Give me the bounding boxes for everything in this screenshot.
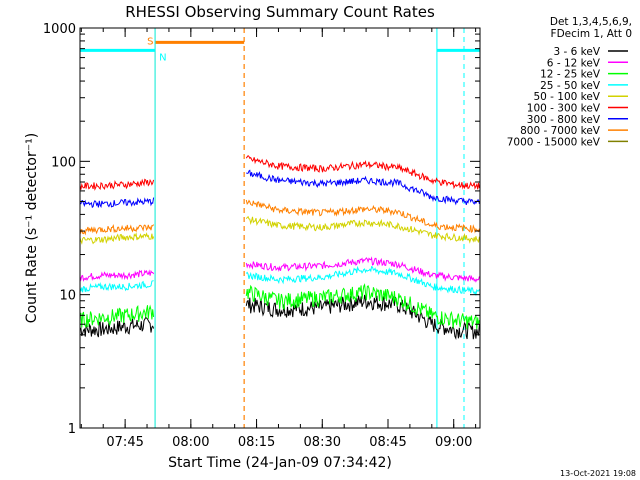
- state-marker: S: [147, 28, 245, 428]
- series-line: [79, 199, 480, 236]
- y-tick-label: 1: [68, 422, 76, 437]
- legend-header-line: FDecim 1, Att 0: [551, 28, 632, 40]
- series-line: [79, 256, 480, 283]
- x-tick-label: 07:45: [106, 435, 143, 450]
- chart-title: RHESSI Observing Summary Count Rates: [125, 3, 435, 21]
- series-trace: [245, 199, 480, 234]
- series-trace: [79, 232, 155, 245]
- series-trace: [79, 316, 155, 338]
- series-trace: [246, 169, 480, 206]
- legend-item-label: 25 - 50 keV: [540, 80, 601, 92]
- state-marker: [436, 28, 480, 428]
- state-marker-label: S: [147, 36, 153, 47]
- series-line: [80, 169, 480, 209]
- legend-item-label: 50 - 100 keV: [533, 91, 600, 103]
- x-axis-label: Start Time (24-Jan-09 07:34:42): [168, 455, 392, 471]
- series-trace: [245, 283, 480, 330]
- series-trace: [80, 197, 155, 209]
- legend-item-label: 12 - 25 keV: [540, 69, 601, 81]
- x-tick-label: 08:15: [238, 435, 275, 450]
- series-trace: [79, 178, 155, 191]
- legend-item-label: 6 - 12 keV: [547, 57, 601, 69]
- series-trace: [79, 223, 154, 236]
- y-axis-label: Count Rate (s⁻¹ detector⁻¹): [24, 133, 40, 323]
- series-trace: [245, 265, 480, 297]
- series-trace: [79, 269, 155, 282]
- legend: Det 1,3,4,5,6,9,FDecim 1, Att 0 3 - 6 keV…: [507, 16, 632, 148]
- series-trace: [79, 280, 154, 293]
- legend-item-label: 100 - 300 keV: [527, 103, 601, 115]
- series-line: [79, 154, 480, 191]
- plot-area: SN 1 10 100 1000 07:45 08:00 08:15 08:30 08:45 09:…: [43, 22, 481, 450]
- generation-timestamp: 13-Oct-2021 19:08: [560, 469, 636, 478]
- y-tick-label: 100: [51, 155, 76, 170]
- x-tick-label: 08:00: [172, 435, 209, 450]
- x-tick-label: 08:30: [304, 435, 341, 450]
- series-trace: [79, 304, 155, 328]
- series-trace: [245, 154, 480, 190]
- series-trace: [245, 256, 480, 283]
- y-tick-label: 1000: [43, 22, 76, 37]
- legend-item-label: 3 - 6 keV: [553, 46, 600, 58]
- y-tick-label: 10: [59, 289, 76, 304]
- legend-item-label: 7000 - 15000 keV: [507, 136, 601, 148]
- state-marker-label: N: [159, 52, 166, 63]
- plot-frame: [79, 27, 481, 429]
- legend-header-line: Det 1,3,4,5,6,9,: [550, 16, 632, 28]
- x-tick-label: 08:45: [369, 435, 406, 450]
- series-line: [79, 265, 480, 297]
- series-line: [79, 283, 480, 330]
- x-tick-label: 09:00: [435, 435, 472, 450]
- legend-item-label: 800 - 7000 keV: [520, 125, 601, 137]
- series-trace: [245, 215, 480, 244]
- legend-item-label: 300 - 800 keV: [527, 114, 601, 126]
- x-axis: 07:45 08:00 08:15 08:30 08:45 09:00: [80, 28, 477, 450]
- y-axis: 1 10 100 1000: [43, 22, 480, 437]
- series-line: [79, 215, 480, 245]
